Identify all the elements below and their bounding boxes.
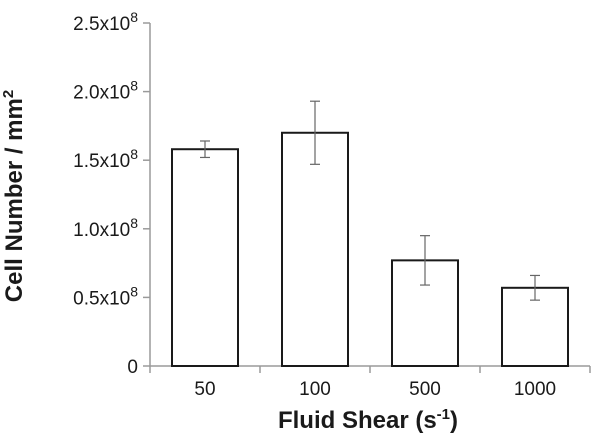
error-bar-500	[420, 235, 430, 286]
x-tick-label: 50	[194, 379, 215, 400]
x-tick-label: 1000	[514, 379, 556, 400]
y-tick-label: 1.0x108	[73, 215, 138, 241]
bar-50	[171, 148, 239, 367]
y-axis-title: Cell Number / mm2	[0, 90, 28, 302]
x-tick-label: 100	[299, 379, 331, 400]
y-tick-label: 2.5x108	[73, 9, 138, 35]
x-tick-label: 500	[409, 379, 441, 400]
error-bar-1000	[530, 274, 540, 301]
error-bars	[200, 100, 540, 301]
error-bar-50	[200, 140, 210, 159]
x-axis-title: Fluid Shear (s-1)	[278, 406, 458, 434]
y-tick-label: 2.0x108	[73, 78, 138, 104]
x-ticks: 50 100 500 1000	[149, 366, 591, 400]
bar-1000	[501, 286, 569, 367]
bar-100	[281, 131, 349, 367]
y-tick-label: 1.5x108	[73, 146, 138, 172]
bars	[171, 131, 569, 367]
y-ticks: 0 0.5x108 1.0x108 1.5x108 2.0x108 2.5x108	[73, 9, 150, 378]
error-bar-100	[310, 100, 320, 165]
y-tick-label: 0	[127, 357, 138, 378]
y-tick-label: 0.5x108	[73, 283, 138, 309]
